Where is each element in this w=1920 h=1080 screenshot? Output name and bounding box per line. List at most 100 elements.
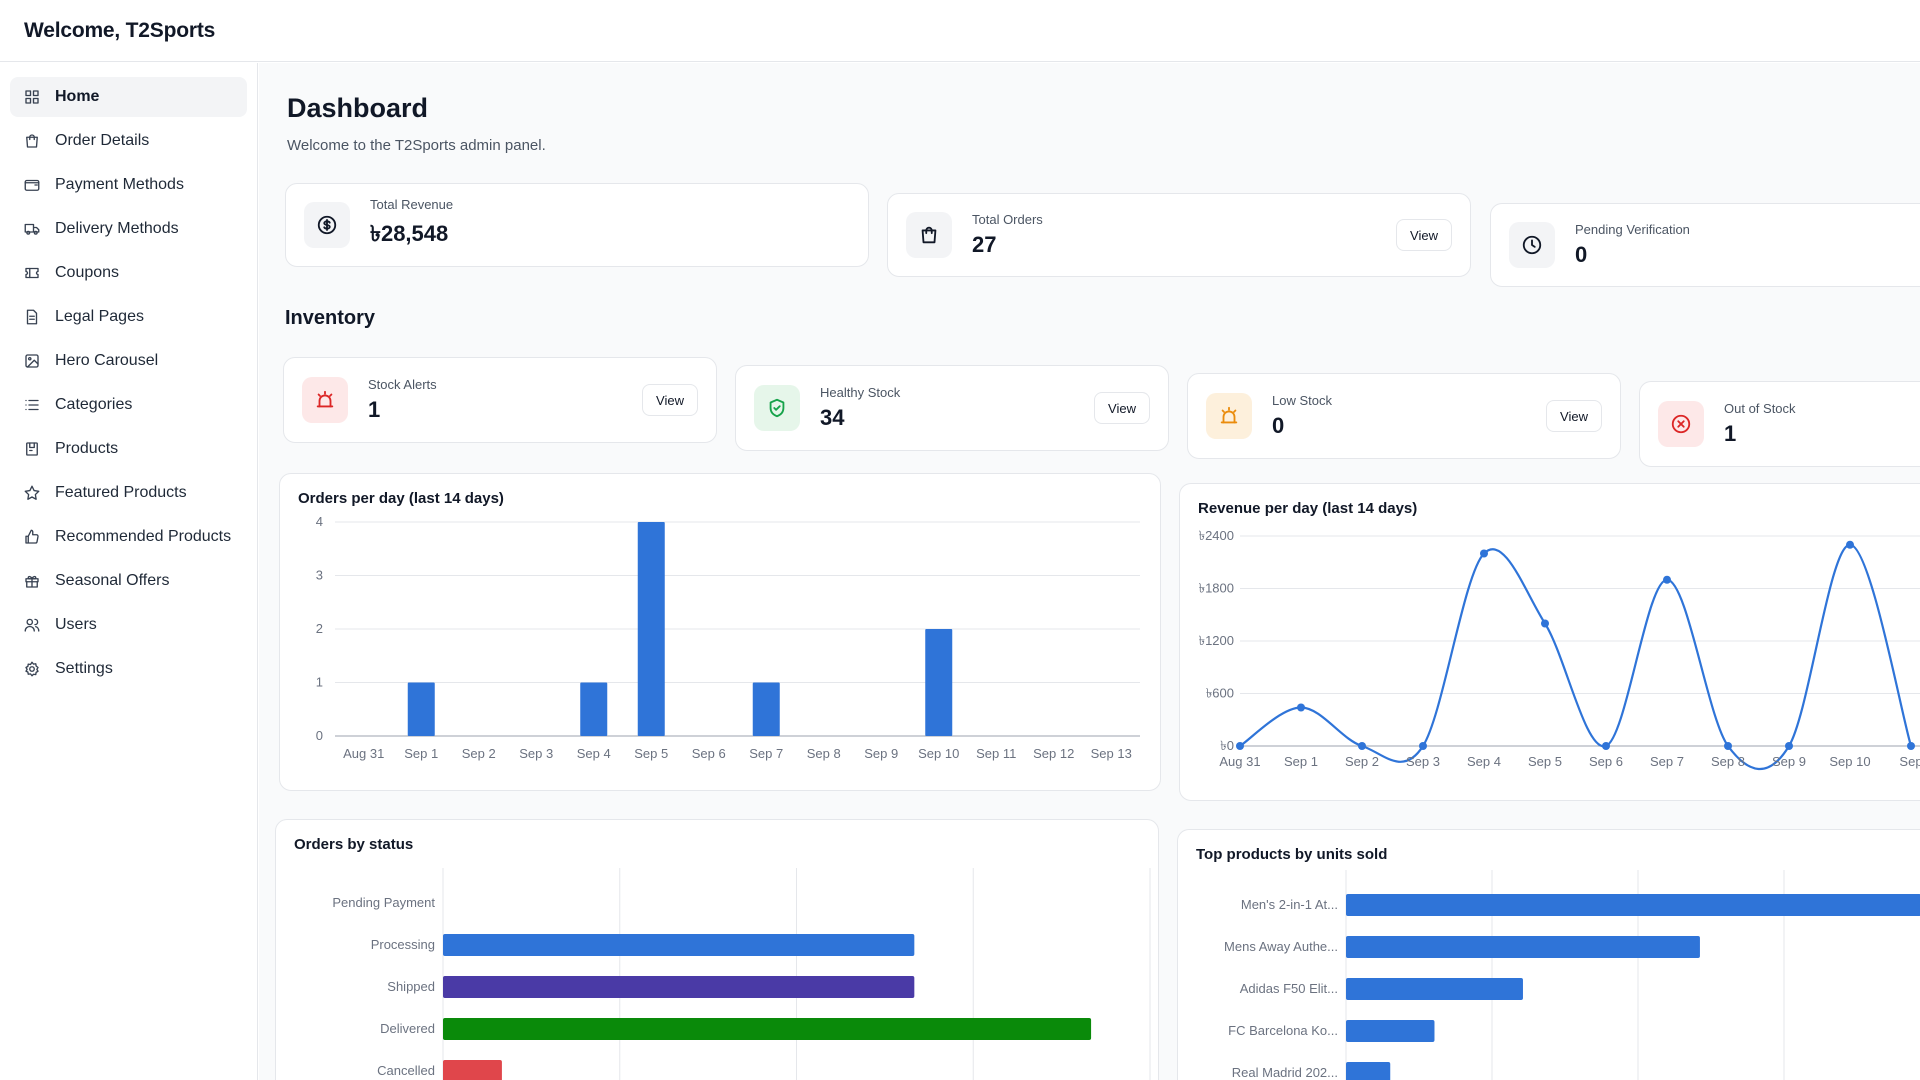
- stock-alerts-view-button[interactable]: View: [642, 384, 698, 416]
- sidebar-item-label: Seasonal Offers: [55, 572, 170, 589]
- x-tick-label: Sep 1: [1284, 754, 1318, 769]
- low-stock-value: 0: [1272, 413, 1285, 438]
- sidebar-item-delivery-methods[interactable]: Delivery Methods: [10, 209, 247, 249]
- pending-verification-value: 0: [1575, 242, 1588, 267]
- document-icon: [22, 307, 42, 327]
- sidebar-item-products[interactable]: Products: [10, 429, 247, 469]
- welcome-title: Welcome, T2Sports: [24, 18, 216, 42]
- sidebar-item-label: Settings: [55, 660, 113, 677]
- data-point: [1663, 575, 1671, 584]
- sidebar-item-label: Users: [55, 616, 97, 633]
- data-point: [1907, 742, 1915, 750]
- revenue-per-day-chart: ৳0 ৳600 ৳1200 ৳1800 ৳2400 Aug 31 Sep 1 Sep 2 Sep…: [1199, 528, 1920, 771]
- low-stock-card: Low Stock 0 View: [1187, 373, 1621, 459]
- sidebar-item-legal-pages[interactable]: Legal Pages: [10, 297, 247, 337]
- bar: [407, 682, 435, 736]
- orders-by-status-title: Orders by status: [294, 836, 414, 853]
- x-tick-label: Aug 31: [343, 746, 384, 761]
- y-tick-label: Processing: [371, 937, 435, 952]
- x-tick-label: Aug 31: [1219, 754, 1260, 769]
- x-tick-label: Sep 7: [749, 746, 783, 761]
- gift-icon: [22, 571, 42, 591]
- bar: [443, 934, 915, 956]
- page-subtitle: Welcome to the T2Sports admin panel.: [287, 137, 546, 154]
- data-point: [1541, 619, 1549, 628]
- y-tick-label: Cancelled: [377, 1063, 435, 1078]
- sidebar-item-label: Recommended Products: [55, 528, 232, 545]
- sidebar-item-order-details[interactable]: Order Details: [10, 121, 247, 161]
- y-tick-label: ৳1200: [1199, 633, 1234, 648]
- bar: [443, 976, 915, 998]
- x-tick-label: Sep 9: [864, 746, 898, 761]
- ticket-icon: [22, 263, 42, 283]
- main-content: Dashboard Welcome to the T2Sports admin …: [259, 63, 1920, 1080]
- sidebar-item-label: Legal Pages: [55, 308, 144, 325]
- x-tick-label: Sep 10: [1829, 754, 1870, 769]
- pending-verification-card: Pending Verification 0: [1490, 203, 1920, 287]
- y-tick-label: Adidas F50 Elit...: [1240, 981, 1338, 996]
- data-point: [1480, 549, 1488, 558]
- revenue-per-day-title: Revenue per day (last 14 days): [1198, 500, 1418, 517]
- sidebar-item-users[interactable]: Users: [10, 605, 247, 645]
- alarm-icon: [1206, 393, 1252, 439]
- x-tick-label: Sep 2: [462, 746, 496, 761]
- shopping-bag-icon: [906, 212, 952, 258]
- pending-verification-label: Pending Verification: [1575, 222, 1690, 237]
- healthy-stock-card: Healthy Stock 34 View: [735, 365, 1169, 451]
- x-tick-label: Sep 1: [404, 746, 438, 761]
- sidebar-item-settings[interactable]: Settings: [10, 649, 247, 689]
- data-point: [1724, 742, 1732, 750]
- bar: [637, 522, 665, 736]
- x-tick-label: Sep 3: [1406, 754, 1440, 769]
- total-revenue-value: ৳28,548: [370, 220, 449, 246]
- sidebar-item-categories[interactable]: Categories: [10, 385, 247, 425]
- sidebar: Home Order Details Payment Methods Delivery…: [0, 63, 258, 1080]
- x-tick-label: Sep 2: [1345, 754, 1379, 769]
- low-stock-view-button[interactable]: View: [1546, 400, 1602, 432]
- x-tick-label: Sep 9: [1772, 754, 1806, 769]
- bar: [1346, 1020, 1435, 1042]
- y-tick-label: Real Madrid 202...: [1232, 1065, 1338, 1080]
- healthy-stock-view-button[interactable]: View: [1094, 392, 1150, 424]
- y-tick-label: ৳600: [1206, 686, 1234, 701]
- y-tick-label: ৳0: [1220, 738, 1234, 753]
- bag-icon: [22, 131, 42, 151]
- x-tick-label: Sep 12: [1033, 746, 1074, 761]
- alarm-icon: [302, 377, 348, 423]
- list-icon: [22, 395, 42, 415]
- sidebar-item-recommended-products[interactable]: Recommended Products: [10, 517, 247, 557]
- orders-by-status-card: Orders by status Pending Payment Processi…: [275, 819, 1159, 1080]
- orders-per-day-card: Orders per day (last 14 days) 0 1 2 3 4 Aug 3…: [279, 473, 1161, 791]
- sidebar-item-coupons[interactable]: Coupons: [10, 253, 247, 293]
- x-tick-label: Sep 5: [1528, 754, 1562, 769]
- bar: [443, 1018, 1092, 1040]
- x-tick-label: Sep 4: [577, 746, 611, 761]
- top-products-title: Top products by units sold: [1196, 846, 1388, 863]
- sidebar-item-payment-methods[interactable]: Payment Methods: [10, 165, 247, 205]
- sidebar-item-label: Products: [55, 440, 119, 457]
- orders-view-button[interactable]: View: [1396, 219, 1452, 251]
- sidebar-item-hero-carousel[interactable]: Hero Carousel: [10, 341, 247, 381]
- sidebar-item-label: Payment Methods: [55, 176, 184, 193]
- healthy-stock-value: 34: [820, 405, 845, 430]
- sidebar-item-label: Hero Carousel: [55, 352, 159, 369]
- data-point: [1419, 742, 1427, 750]
- top-products-chart: Men's 2-in-1 At... Mens Away Authe... Adid…: [1224, 870, 1920, 1080]
- sidebar-item-seasonal-offers[interactable]: Seasonal Offers: [10, 561, 247, 601]
- total-orders-label: Total Orders: [972, 212, 1043, 227]
- x-tick-label: Sep: [1899, 754, 1920, 769]
- sidebar-item-label: Order Details: [55, 132, 150, 149]
- y-tick-label: Pending Payment: [332, 895, 435, 910]
- bar: [925, 629, 953, 736]
- x-tick-label: Sep 7: [1650, 754, 1684, 769]
- sidebar-item-featured-products[interactable]: Featured Products: [10, 473, 247, 513]
- y-tick-label: 3: [316, 568, 323, 583]
- grid-icon: [22, 87, 42, 107]
- low-stock-label: Low Stock: [1272, 393, 1332, 408]
- data-point: [1602, 742, 1610, 750]
- orders-per-day-chart: 0 1 2 3 4 Aug 31 Sep 1 Sep 2 Sep 3 Sep 4 Sep 5 Sep …: [316, 514, 1140, 761]
- bar: [1346, 894, 1920, 916]
- stock-alerts-card: Stock Alerts 1 View: [283, 357, 717, 443]
- sidebar-item-home[interactable]: Home: [10, 77, 247, 117]
- x-tick-label: Sep 11: [976, 746, 1016, 761]
